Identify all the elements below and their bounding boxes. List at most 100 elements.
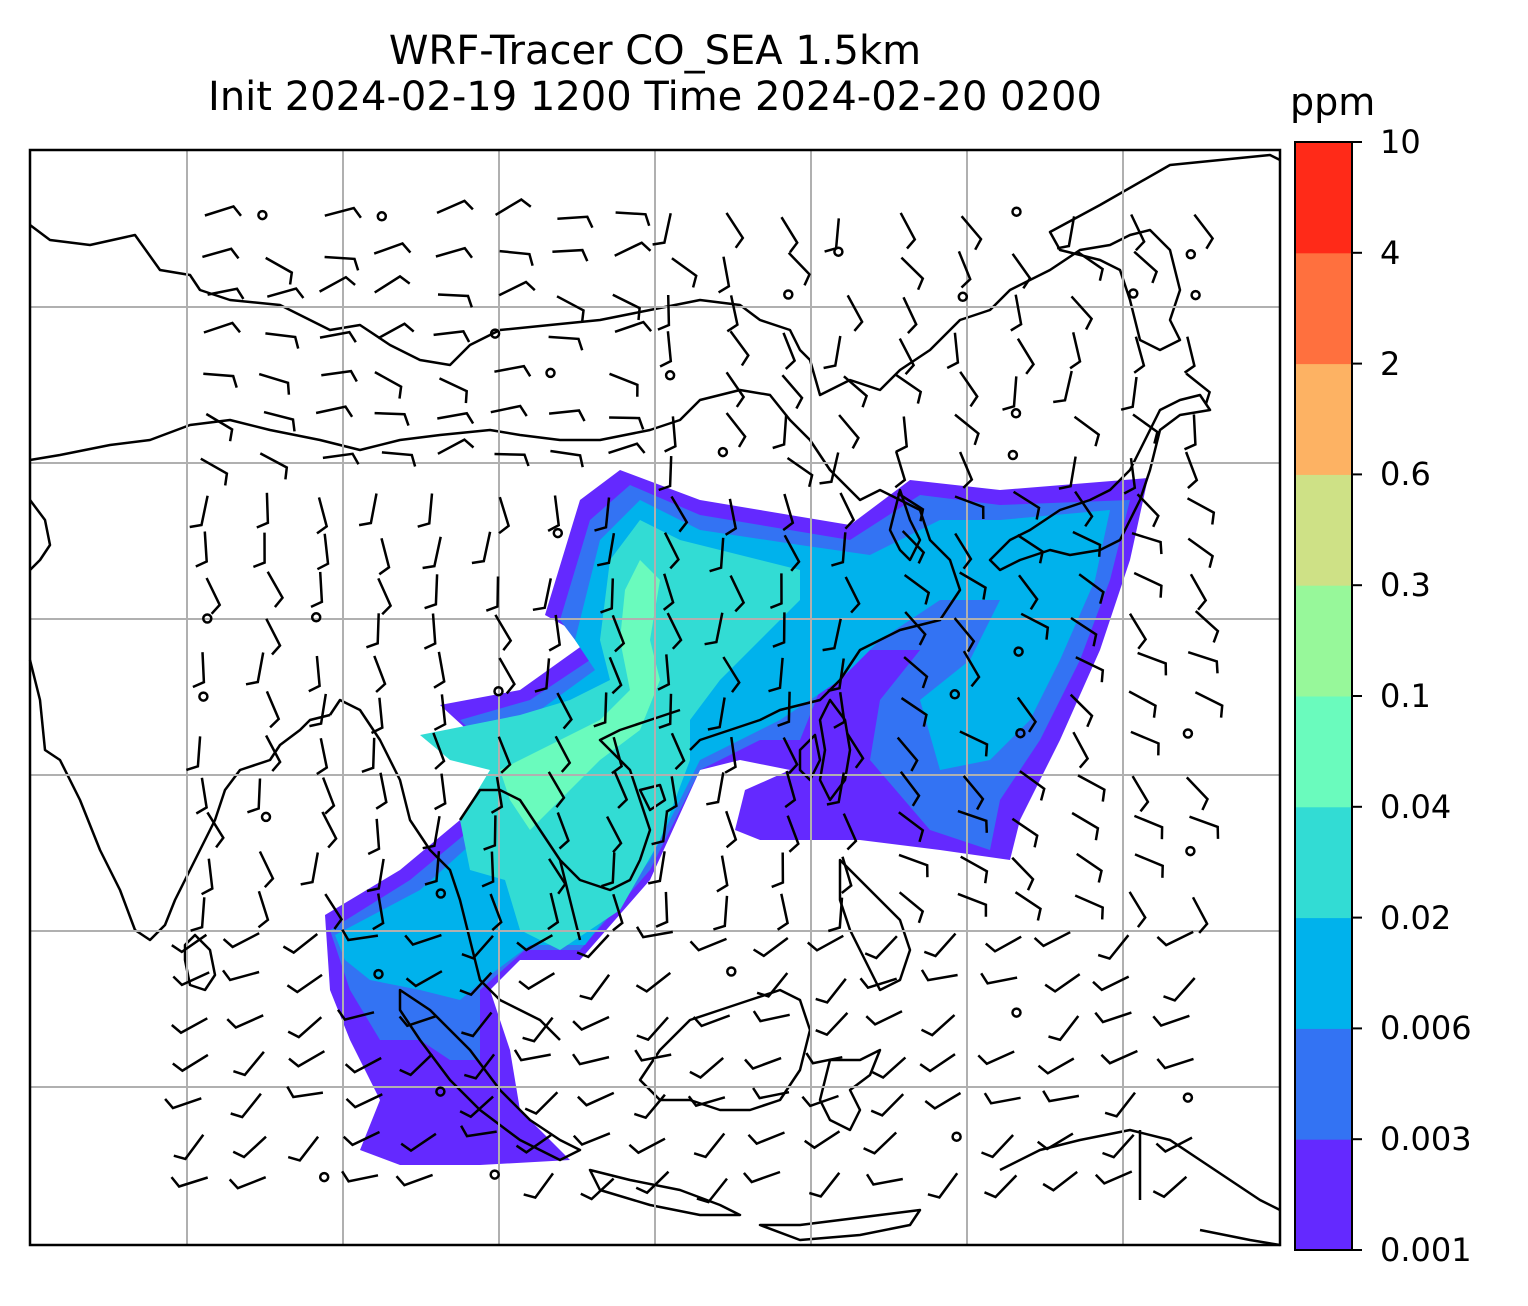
wind-barb xyxy=(839,492,856,530)
wind-barb xyxy=(1163,977,1196,1002)
wind-barb xyxy=(647,851,666,885)
calm-wind-marker xyxy=(1011,1007,1022,1018)
wind-barb xyxy=(628,1137,666,1155)
wind-barb xyxy=(658,456,673,492)
wind-barb xyxy=(1033,931,1071,948)
wind-barb xyxy=(1056,216,1076,250)
coastline-china-east xyxy=(29,388,962,751)
calm-wind-marker xyxy=(783,289,794,300)
wind-barb xyxy=(865,1173,904,1186)
wind-barb xyxy=(1072,731,1090,769)
colorbar-tick-label: 2 xyxy=(1380,344,1401,383)
wind-barb xyxy=(1183,414,1197,451)
calm-wind-marker xyxy=(726,966,737,977)
wind-barb xyxy=(490,776,504,814)
wind-barb xyxy=(895,416,909,453)
wind-barb xyxy=(980,972,1018,985)
wind-barb xyxy=(381,451,417,467)
wind-barb xyxy=(614,320,653,333)
wind-barb xyxy=(605,816,623,854)
wind-barb xyxy=(919,1053,956,1073)
wind-barb xyxy=(1048,1015,1080,1042)
wind-barb xyxy=(827,658,845,693)
wind-barb xyxy=(729,575,746,613)
wind-barb xyxy=(247,778,262,814)
wind-barb xyxy=(308,655,321,693)
calm-wind-marker xyxy=(1010,408,1022,419)
wind-barb xyxy=(1185,776,1209,811)
wind-barb xyxy=(1069,693,1094,728)
wind-barb xyxy=(962,650,981,688)
wind-barb xyxy=(398,1015,437,1028)
wind-barb xyxy=(1128,891,1147,928)
wind-barb xyxy=(435,246,473,259)
wind-barb xyxy=(864,935,898,960)
coastline-timor xyxy=(758,1208,922,1242)
wind-barb xyxy=(896,736,919,772)
wind-barb xyxy=(725,371,746,408)
wind-barb xyxy=(899,212,917,250)
wind-barb xyxy=(498,280,536,297)
wind-barb xyxy=(614,241,652,257)
wind-barb xyxy=(704,612,724,646)
wind-barb xyxy=(658,693,673,729)
wind-barb xyxy=(665,776,678,814)
wind-barb xyxy=(962,775,985,811)
wind-barb xyxy=(671,257,698,288)
wind-barb xyxy=(865,1010,903,1026)
wind-barb xyxy=(310,571,324,609)
wind-barb xyxy=(232,1135,267,1159)
wind-barb xyxy=(687,1095,726,1108)
wind-barb xyxy=(572,1132,611,1146)
wind-barb xyxy=(808,1172,841,1198)
wind-barb xyxy=(636,1016,669,1042)
wind-barb xyxy=(258,372,291,395)
wind-barb xyxy=(1130,213,1146,252)
coastline-indochina xyxy=(328,698,681,1041)
colorbar-segment xyxy=(1295,696,1352,808)
wind-barb xyxy=(287,1016,323,1039)
wind-barb xyxy=(652,212,672,246)
wind-barb xyxy=(863,1131,898,1155)
wind-barb xyxy=(923,932,957,958)
wind-barb xyxy=(954,532,973,570)
wind-barb xyxy=(257,890,270,929)
wind-barb xyxy=(342,1130,381,1147)
wind-barb xyxy=(377,322,415,340)
gridlines xyxy=(30,150,1280,1245)
wind-barb xyxy=(201,858,214,896)
calm-wind-marker xyxy=(951,1131,962,1142)
map-frame xyxy=(28,148,1282,1247)
wind-barb xyxy=(1071,811,1100,841)
wind-barb xyxy=(230,1092,262,1119)
wind-barb xyxy=(395,1173,434,1187)
wind-barb xyxy=(489,893,503,932)
wind-barb xyxy=(436,199,474,215)
wind-barb xyxy=(233,1051,265,1077)
wind-barb xyxy=(437,293,473,308)
wind-barb xyxy=(367,818,381,856)
wind-barb xyxy=(374,371,403,399)
calm-wind-marker xyxy=(493,685,504,697)
wind-barb xyxy=(843,375,869,408)
coastline-sri-lanka xyxy=(183,933,217,992)
wind-barb xyxy=(481,851,495,888)
wind-barb xyxy=(920,969,958,982)
wind-barb xyxy=(1075,656,1105,683)
wind-barb xyxy=(282,933,319,955)
wind-barb xyxy=(437,411,475,425)
wind-barb xyxy=(221,969,260,982)
wind-barb xyxy=(609,372,639,397)
wind-barb xyxy=(309,693,328,728)
calm-wind-marker xyxy=(489,1169,500,1180)
wind-barb xyxy=(459,1095,494,1119)
wind-barb xyxy=(783,534,801,572)
wind-barb xyxy=(824,218,841,253)
calm-wind-marker xyxy=(957,291,969,303)
colorbar-segment xyxy=(1295,917,1352,1029)
wind-barb xyxy=(433,694,447,731)
wind-barb xyxy=(984,1174,1018,1199)
wind-barb xyxy=(724,736,737,774)
wind-barb xyxy=(725,212,745,249)
colorbar xyxy=(1294,141,1362,1251)
